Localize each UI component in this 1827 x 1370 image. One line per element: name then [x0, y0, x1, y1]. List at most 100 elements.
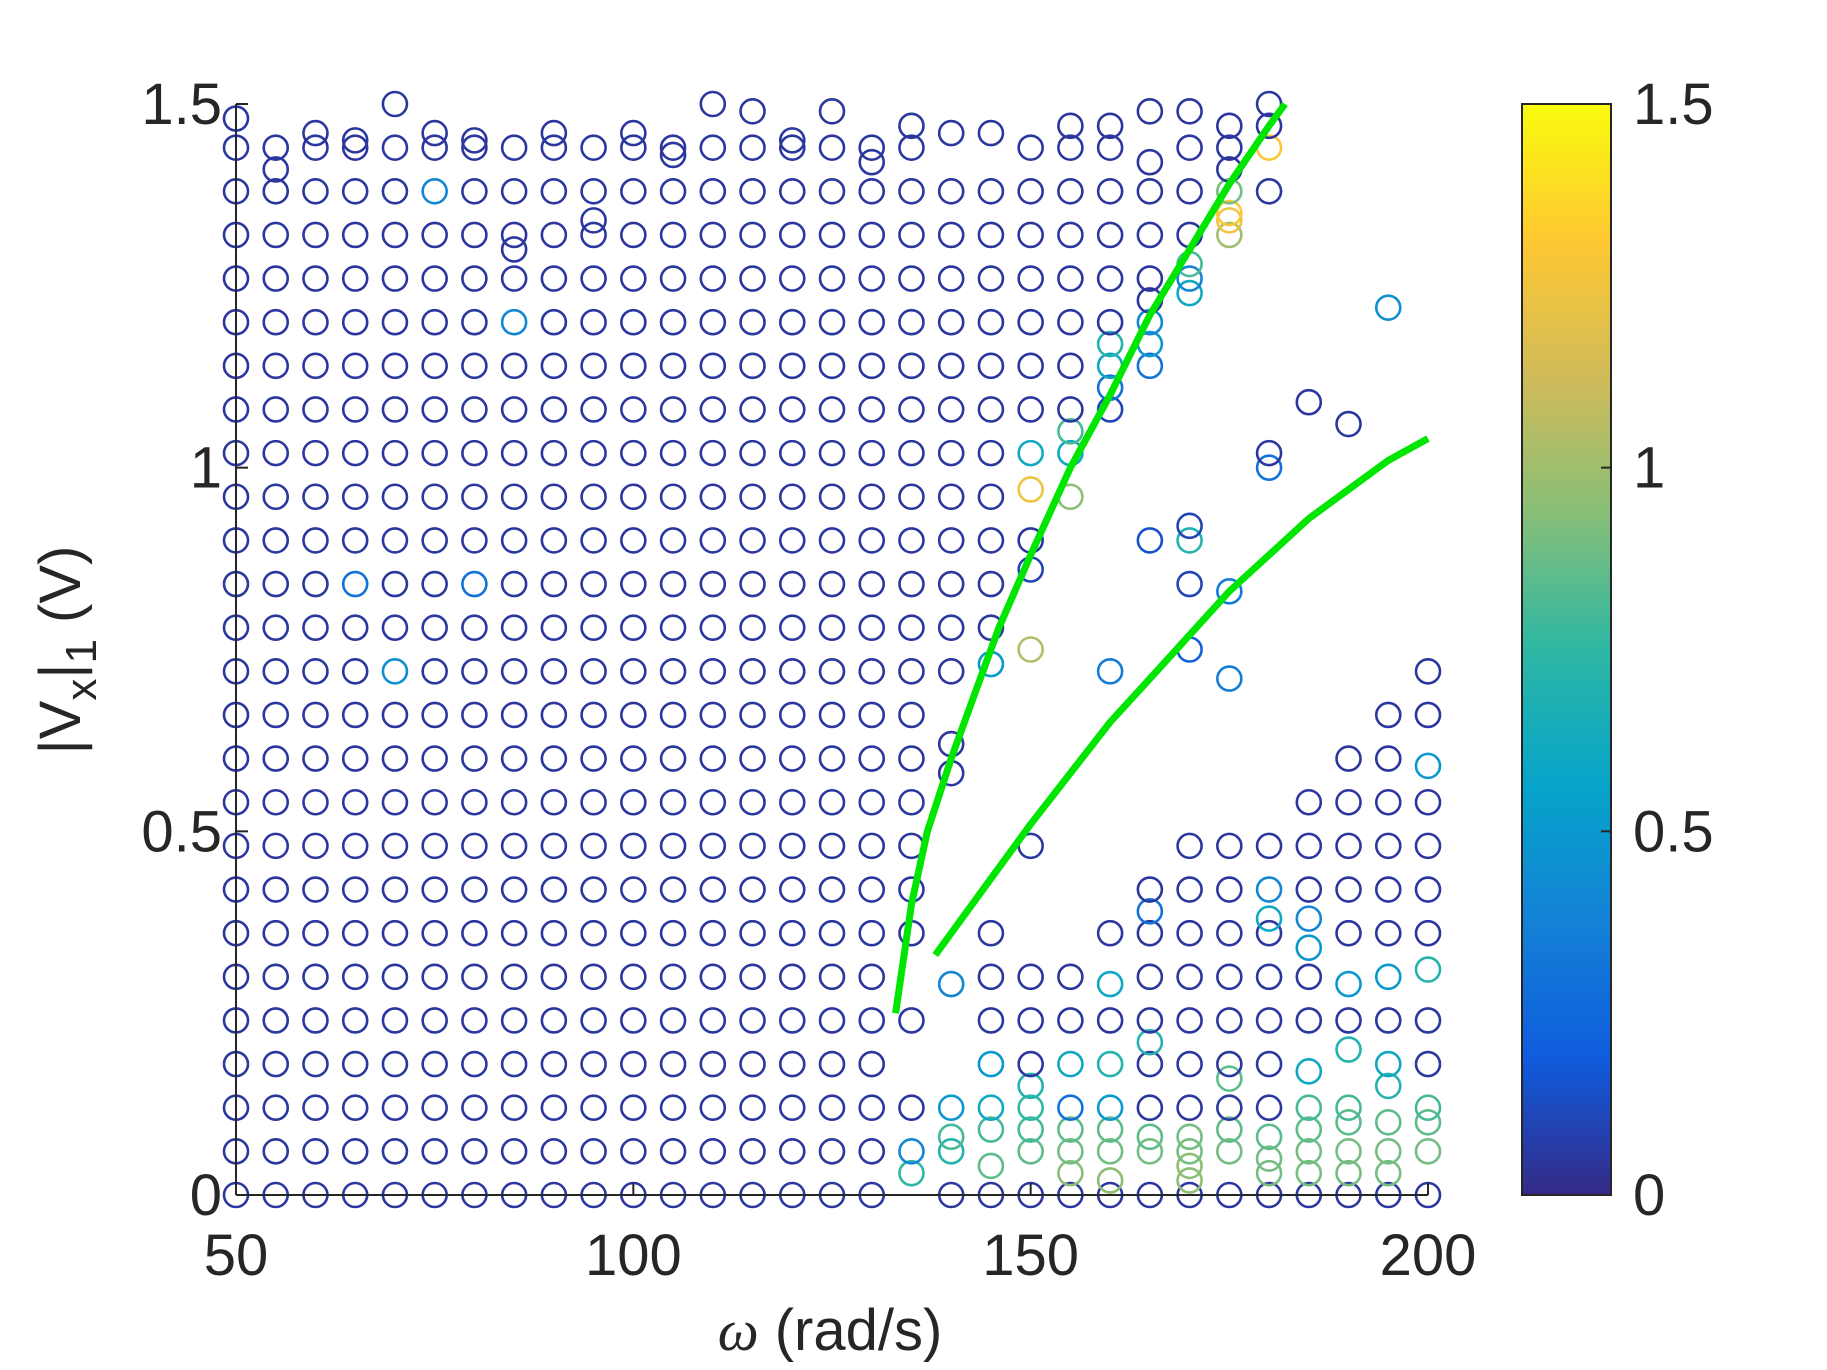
y-label-sub: 1 — [57, 639, 106, 663]
scatter-point — [898, 134, 925, 161]
scatter-point — [858, 788, 886, 816]
scatter-point — [262, 527, 290, 554]
scatter-point — [381, 527, 409, 554]
scatter-point — [580, 963, 607, 991]
scatter-point — [620, 1138, 647, 1165]
scatter-point — [1017, 1138, 1044, 1165]
scatter-point — [659, 832, 687, 860]
scatter-point — [500, 1050, 528, 1078]
scatter-point — [500, 570, 528, 598]
scatter-point — [699, 439, 727, 467]
scatter-point — [699, 963, 727, 991]
scatter-point — [1017, 134, 1044, 161]
scatter-point — [461, 658, 488, 685]
scatter-point — [580, 701, 607, 729]
scatter-point — [302, 483, 329, 511]
scatter-point — [898, 396, 925, 423]
scatter-point — [659, 570, 687, 598]
scatter-point — [421, 614, 448, 641]
scatter-point — [659, 439, 687, 467]
scatter-point — [381, 614, 409, 641]
scatter-point — [699, 658, 727, 685]
scatter-point — [500, 832, 528, 860]
scatter-point — [262, 177, 290, 205]
scatter-point — [1176, 527, 1203, 554]
scatter-point — [1017, 396, 1044, 423]
scatter-point — [580, 658, 607, 685]
scatter-point — [659, 483, 687, 511]
scatter-point — [858, 1138, 886, 1165]
scatter-point — [937, 570, 965, 598]
scatter-point — [898, 112, 925, 140]
scatter-point — [1057, 963, 1084, 991]
scatter-point — [1414, 876, 1442, 903]
scatter-point — [302, 134, 329, 161]
scatter-point — [699, 1094, 727, 1122]
scatter-point — [620, 308, 647, 336]
scatter-point — [381, 483, 409, 511]
scatter-point — [1057, 112, 1084, 140]
scatter-point — [341, 1050, 369, 1078]
scatter-point — [659, 352, 687, 380]
scatter-point — [500, 527, 528, 554]
scatter-point — [778, 127, 806, 154]
scatter-point — [1136, 177, 1164, 205]
scatter-point — [818, 1007, 846, 1034]
scatter-point — [262, 396, 290, 423]
scatter-point — [977, 1007, 1005, 1034]
scatter-point — [262, 788, 290, 816]
scatter-point — [540, 265, 568, 292]
scatter-point — [937, 483, 965, 511]
scatter-point — [1017, 221, 1044, 249]
scatter-point — [262, 221, 290, 249]
scatter-point — [500, 919, 528, 947]
scatter-point — [302, 265, 329, 292]
scatter-point — [699, 919, 727, 947]
scatter-point — [818, 527, 846, 554]
scatter-point — [540, 1138, 568, 1165]
scatter-point — [818, 1138, 846, 1165]
scatter-point — [898, 1159, 925, 1187]
scatter-point — [1335, 788, 1362, 816]
scatter-point — [1295, 388, 1323, 416]
scatter-point — [778, 1094, 806, 1122]
scatter-point — [421, 745, 448, 772]
scatter-point — [381, 745, 409, 772]
scatter-point — [1136, 876, 1164, 903]
scatter-point — [1057, 1116, 1084, 1143]
scatter-point — [1295, 1138, 1323, 1165]
scatter-point — [1096, 134, 1124, 161]
scatter-point — [898, 177, 925, 205]
scatter-point — [818, 570, 846, 598]
scatter-point — [540, 308, 568, 336]
scatter-point — [739, 265, 766, 292]
scatter-point — [898, 221, 925, 249]
scatter-point — [1255, 1007, 1283, 1034]
scatter-point — [620, 876, 647, 903]
scatter-point — [1374, 1138, 1402, 1165]
scatter-point — [580, 352, 607, 380]
scatter-point — [302, 1094, 329, 1122]
scatter-point — [302, 1050, 329, 1078]
scatter-point — [262, 658, 290, 685]
scatter-point — [540, 788, 568, 816]
scatter-point — [500, 439, 528, 467]
scatter-point — [937, 352, 965, 380]
scatter-point — [620, 832, 647, 860]
scatter-point — [818, 1050, 846, 1078]
scatter-point — [461, 177, 488, 205]
scatter-point — [818, 97, 846, 125]
scatter-point — [699, 483, 727, 511]
scatter-point — [1255, 1145, 1283, 1172]
scatter-point — [1017, 1072, 1044, 1100]
scatter-point — [699, 832, 727, 860]
scatter-point — [421, 527, 448, 554]
scatter-point — [500, 1094, 528, 1122]
scatter-point — [659, 265, 687, 292]
scatter-point — [1017, 476, 1044, 503]
scatter-point — [898, 1138, 925, 1165]
scatter-point — [1136, 1094, 1164, 1122]
scatter-point — [739, 1138, 766, 1165]
scatter-point — [1136, 148, 1164, 176]
scatter-point — [421, 265, 448, 292]
